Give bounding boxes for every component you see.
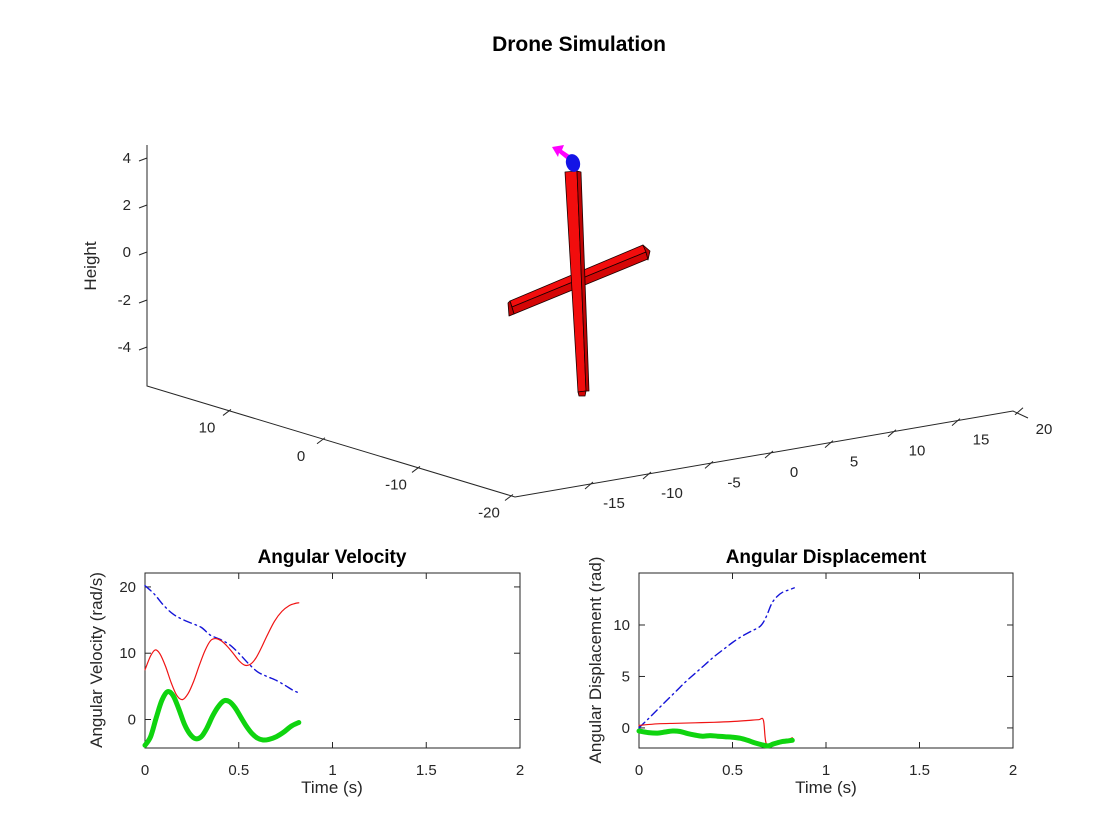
y-tick-label: 20: [119, 579, 136, 596]
axes3d-lines: [146, 145, 1029, 498]
x-tick-label: 1: [328, 762, 336, 779]
x-tick-label: 2: [516, 762, 524, 779]
tick-mark: [222, 409, 232, 416]
z-tick-label: -4: [118, 339, 131, 356]
y-tick-label: -5: [727, 474, 740, 491]
tick-mark: [138, 346, 148, 351]
y-tick-label: 0: [622, 720, 630, 737]
x-tick-label: 0: [141, 762, 149, 779]
tick-mark: [411, 466, 421, 473]
x-tick-label: 0.5: [228, 762, 249, 779]
tick-mark: [316, 437, 326, 445]
tick-mark: [584, 481, 594, 490]
x-tick-label: -10: [385, 476, 407, 493]
x-tick-label: 0: [635, 762, 643, 779]
x-tick-label: 1.5: [909, 762, 930, 779]
displacement-ticks: 0 0.5 1 1.5 2 0 5 10: [613, 573, 1017, 779]
x-tick-label: 0.5: [722, 762, 743, 779]
displacement-series: [636, 587, 795, 749]
displacement-xlabel: Time (s): [795, 778, 857, 797]
tick-mark: [138, 299, 148, 304]
displacement-plot-box: [638, 572, 1014, 749]
z-tick-label: 0: [123, 244, 131, 261]
x-tick-label: 1.5: [416, 762, 437, 779]
velocity-series: [142, 584, 302, 748]
tick-mark: [1014, 407, 1024, 416]
drone-arm-lateral-left-cap: [507, 300, 515, 317]
y-tick-label: 0: [128, 711, 136, 728]
x-tick-label: -20: [478, 504, 500, 521]
figure-title: Drone Simulation: [492, 33, 666, 56]
y-tick-label: 5: [850, 454, 858, 471]
displacement-ylabel: Angular Displacement (rad): [586, 557, 605, 764]
y-tick-label: 0: [790, 464, 798, 481]
y-tick-label: -10: [661, 485, 683, 502]
drone-arm-longitudinal-bottom-cap: [577, 390, 587, 397]
y-tick-label: 5: [622, 668, 630, 685]
x-tick-label: 1: [822, 762, 830, 779]
tick-mark: [764, 450, 774, 459]
tick-mark: [138, 204, 148, 209]
tick-mark: [138, 251, 148, 256]
x-tick-label: 10: [199, 419, 216, 436]
series-blue-dashdot: [638, 587, 795, 729]
tick-mark: [138, 157, 148, 162]
y-tick-label: 10: [909, 443, 926, 460]
z-tick-label: -2: [118, 292, 131, 309]
y-tick-label: 10: [119, 645, 136, 662]
velocity-xlabel: Time (s): [301, 778, 363, 797]
x-tick-label: 2: [1009, 762, 1017, 779]
series-red-solid: [144, 602, 300, 701]
velocity-ylabel: Angular Velocity (rad/s): [87, 572, 106, 748]
tick-mark: [887, 429, 897, 438]
rotor-marker: [565, 154, 581, 172]
velocity-title: Angular Velocity: [258, 547, 407, 568]
z-tick-label: 2: [123, 197, 131, 214]
y-tick-label: 10: [613, 617, 630, 634]
drone-model: [507, 145, 651, 397]
series-green-thick: [142, 689, 302, 748]
series-green-thick: [636, 728, 795, 749]
y-tick-label: 20: [1036, 421, 1053, 438]
tick-mark: [951, 418, 961, 427]
y-tick-label: 15: [973, 432, 990, 449]
x-tick-label: 0: [297, 448, 305, 465]
tick-mark: [504, 494, 514, 501]
angular-displacement-plot: 0 0.5 1 1.5 2 0 5 10 Angular Displacement Time …: [586, 547, 1017, 797]
tick-mark: [642, 471, 652, 480]
height-axis-label: Height: [81, 241, 100, 290]
y-tick-label: -15: [603, 495, 625, 512]
tick-mark: [824, 440, 834, 448]
drone-arm-lateral-right-cap: [642, 244, 651, 261]
drone-arm-longitudinal-side-face: [576, 170, 590, 392]
displacement-title: Angular Displacement: [726, 547, 927, 568]
series-blue-dashdot: [144, 584, 302, 695]
tick-mark: [704, 460, 714, 469]
z-tick-label: 4: [123, 150, 131, 167]
